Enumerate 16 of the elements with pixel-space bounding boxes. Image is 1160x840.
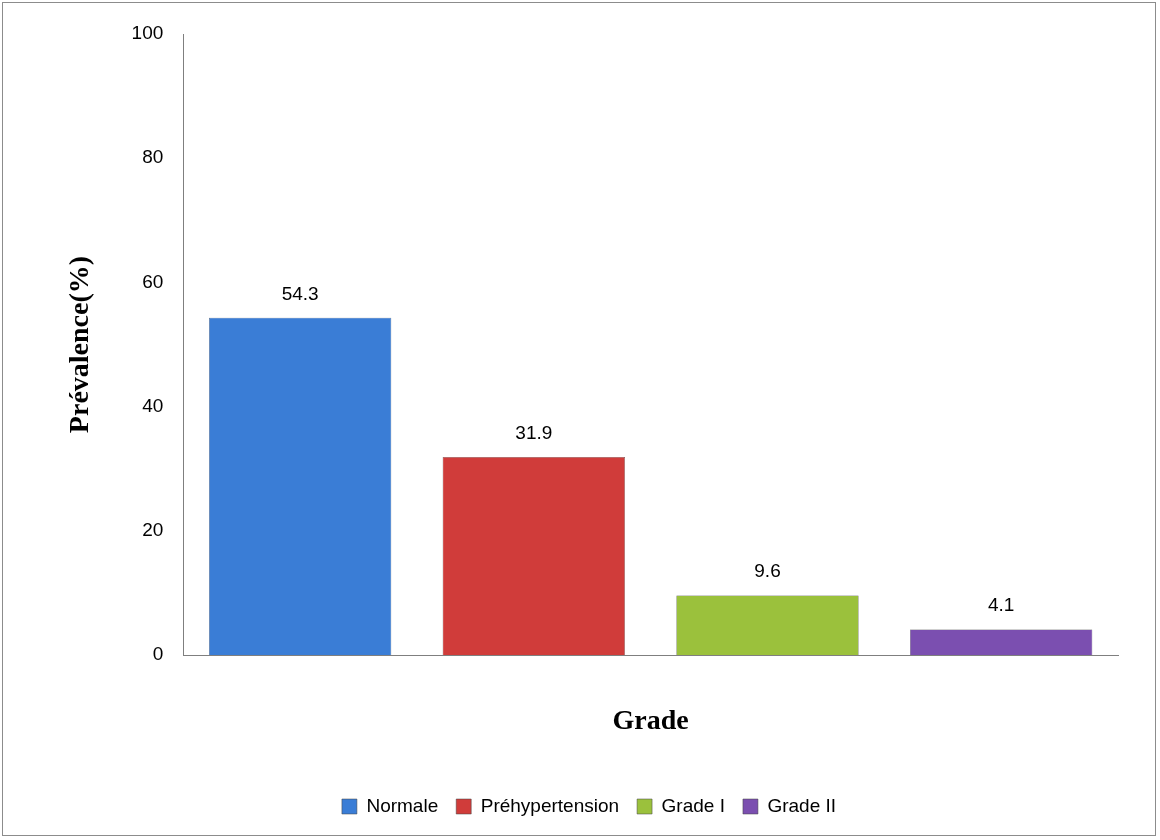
x-axis-title: Grade xyxy=(612,704,689,736)
legend-label: Grade I xyxy=(661,794,725,816)
legend-label: Préhypertension xyxy=(480,794,620,816)
data-label: 9.6 xyxy=(754,560,781,582)
y-tick-label: 60 xyxy=(142,270,164,292)
y-tick-label: 100 xyxy=(131,22,164,44)
y-axis-title: Prévalence(%) xyxy=(63,255,95,434)
y-tick-label: 20 xyxy=(142,519,164,541)
y-tick-label: 40 xyxy=(142,394,164,416)
data-label: 54.3 xyxy=(281,282,319,304)
data-label: 4.1 xyxy=(987,594,1015,616)
legend-label: Grade II xyxy=(767,794,837,816)
legend-label: Normale xyxy=(366,794,439,816)
data-label: 31.9 xyxy=(515,421,553,443)
y-tick-label: 80 xyxy=(142,146,164,168)
y-tick-label: 0 xyxy=(152,643,164,665)
